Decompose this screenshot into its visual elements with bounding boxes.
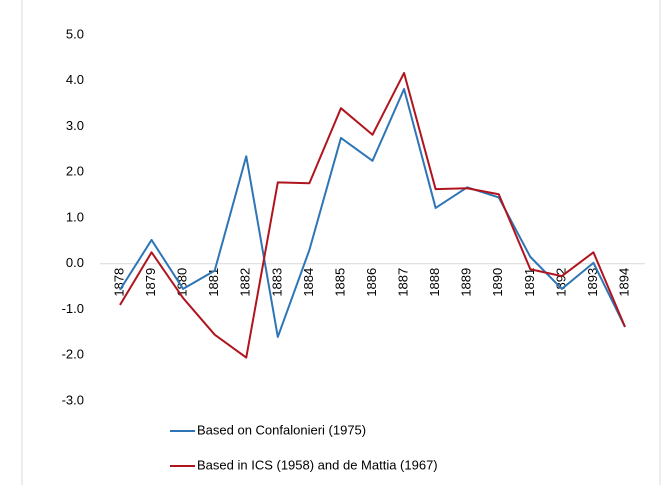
legend-label: Based on Confalonieri (1975): [197, 422, 366, 437]
y-tick-label: -3.0: [62, 392, 84, 407]
x-tick-label: 1887: [396, 268, 411, 297]
x-tick-label: 1894: [616, 268, 631, 297]
legend-label: Based in ICS (1958) and de Mattia (1967): [197, 457, 438, 472]
y-tick-label: 4.0: [66, 72, 84, 87]
x-tick-label: 1883: [269, 268, 284, 297]
x-tick-label: 1882: [238, 268, 253, 297]
x-tick-label: 1879: [143, 268, 158, 297]
x-tick-label: 1890: [490, 268, 505, 297]
x-tick-label: 1891: [522, 268, 537, 297]
x-tick-label: 1885: [332, 268, 347, 297]
series-line: [119, 71, 626, 359]
y-tick-label: 5.0: [66, 26, 84, 41]
y-tick-label: 3.0: [66, 118, 84, 133]
y-tick-label: 1.0: [66, 209, 84, 224]
x-tick-label: 1893: [585, 268, 600, 297]
y-tick-label: 0.0: [66, 255, 84, 270]
chart-frame: [21, 0, 661, 485]
y-tick-label: -2.0: [62, 347, 84, 362]
x-tick-label: 1886: [364, 268, 379, 297]
x-tick-label: 1880: [175, 268, 190, 297]
x-tick-label: 1889: [459, 268, 474, 297]
y-tick-label: 2.0: [66, 164, 84, 179]
x-tick-label: 1884: [301, 268, 316, 297]
x-tick-label: 1888: [427, 268, 442, 297]
y-tick-label: -1.0: [62, 301, 84, 316]
series-line: [119, 87, 626, 338]
x-tick-label: 1881: [206, 268, 221, 297]
x-tick-label: 1878: [111, 268, 126, 297]
